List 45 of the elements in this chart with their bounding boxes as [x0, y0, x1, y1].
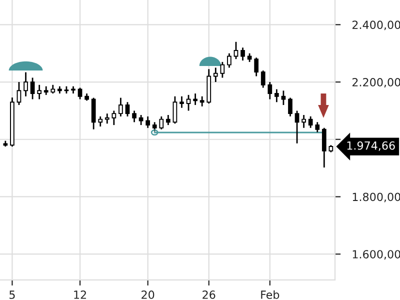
y-tick-label: 1.800,00 [352, 192, 400, 202]
candlestick [240, 46, 245, 62]
x-tick-label: 20 [142, 290, 154, 299]
candlestick [186, 94, 191, 112]
x-tick-label: 12 [74, 290, 86, 299]
x-tick-label: 26 [202, 290, 216, 299]
candlestick [172, 96, 178, 124]
candlestick [125, 101, 130, 118]
candlestick [159, 116, 164, 130]
candlestick [78, 87, 82, 100]
candlestick [24, 72, 28, 98]
candlestick [254, 56, 259, 77]
candlestick [234, 41, 238, 60]
candlestick [104, 112, 110, 124]
candlestick [274, 88, 279, 103]
candlestick [260, 70, 266, 88]
candlestick [180, 96, 184, 109]
candlestick [91, 97, 96, 130]
candlestick [166, 114, 170, 126]
x-tick-label: Feb [261, 290, 280, 299]
candlestick [294, 110, 300, 144]
x-tick-label: 5 [10, 290, 15, 299]
candlestick [322, 127, 326, 168]
candlestick [200, 96, 204, 108]
y-tick-label: 1.600,00 [352, 250, 400, 260]
candlestick [132, 110, 136, 123]
candlestick [112, 110, 116, 126]
candlestick [315, 121, 320, 133]
candlestick [268, 81, 272, 100]
y-tick-label: 2.400,00 [352, 20, 400, 30]
candlestick [288, 97, 292, 118]
candlestick [98, 116, 103, 128]
candlestick [193, 92, 198, 106]
candlestick [37, 84, 42, 100]
candlestick [227, 52, 232, 68]
candlestick [302, 114, 306, 129]
candlestick [118, 97, 123, 118]
candlestick [30, 77, 35, 100]
candlestick [308, 116, 313, 129]
candlestick [16, 81, 22, 106]
y-tick-label: 2.200,00 [352, 78, 400, 88]
text: 1.974,66 [347, 141, 395, 151]
candlestick [220, 61, 225, 78]
candlestick [146, 116, 150, 129]
candlestick [213, 66, 218, 83]
